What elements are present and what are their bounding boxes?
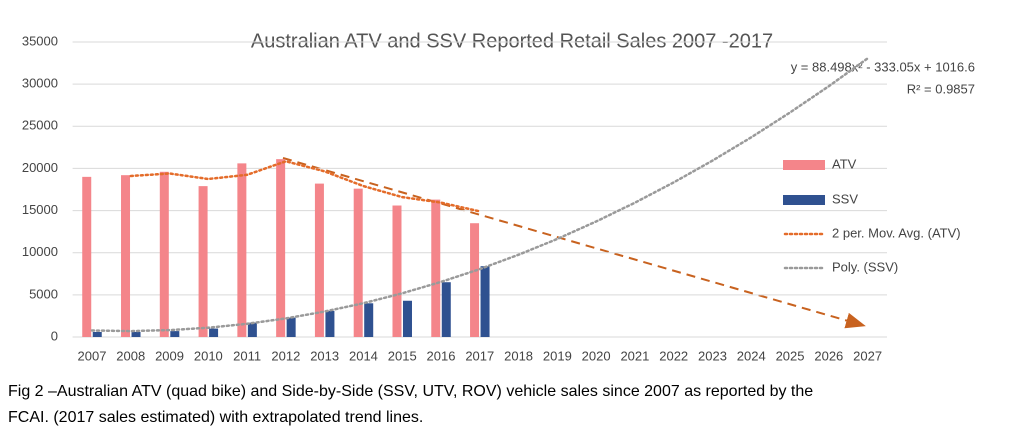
x-tick-label: 2026 [814,348,843,363]
bar [286,317,296,337]
legend-label: 2 per. Mov. Avg. (ATV) [832,225,961,240]
r-squared: R² = 0.9857 [907,81,975,96]
y-tick-label: 25000 [22,118,58,133]
x-tick-label: 2009 [155,348,184,363]
x-tick-label: 2021 [620,348,649,363]
legend-label: Poly. (SSV) [832,259,898,274]
x-tick-label: 2027 [853,348,882,363]
bar [82,176,92,337]
x-tick-label: 2025 [776,348,805,363]
x-tick-label: 2011 [233,348,261,363]
x-tick-label: 2007 [78,348,107,363]
bar [392,205,402,337]
y-tick-label: 35000 [22,33,58,48]
bar [325,310,335,337]
bar [441,282,451,337]
x-tick-label: 2019 [543,348,572,363]
equation: y = 88.498x² - 333.05x + 1016.6 [791,59,975,74]
x-tick-label: 2020 [582,348,611,363]
bar [247,322,257,337]
x-tick-label: 2016 [427,348,456,363]
x-tick-label: 2024 [737,348,766,363]
trend-line [129,159,482,213]
x-tick-label: 2018 [504,348,533,363]
bar [159,171,169,337]
bar [121,175,131,337]
x-tick-label: 2017 [465,348,494,363]
x-tick-label: 2015 [388,348,417,363]
chart-title: Australian ATV and SSV Reported Retail S… [251,30,773,52]
x-tick-label: 2010 [194,348,223,363]
bar [470,223,480,337]
x-tick-label: 2014 [349,348,378,363]
legend-label: ATV [832,156,857,171]
trend-line [90,57,869,333]
x-tick-label: 2012 [271,348,300,363]
y-tick-label: 30000 [22,76,58,91]
bar [198,186,208,337]
caption: FCAI. (2017 sales estimated) with extrap… [8,409,423,426]
x-tick-label: 2013 [310,348,339,363]
y-tick-label: 20000 [22,160,58,175]
trend-arrow [282,157,866,329]
bar [131,331,141,337]
legend-swatch [783,195,825,205]
bar [402,300,412,337]
y-tick-label: 15000 [22,202,58,217]
legend-swatch [783,160,825,170]
x-tick-label: 2008 [116,348,145,363]
bar [431,199,441,337]
bar [209,328,219,337]
caption: Fig 2 –Australian ATV (quad bike) and Si… [8,383,813,400]
bar [276,159,286,337]
y-tick-label: 5000 [29,286,58,301]
x-tick-label: 2022 [659,348,688,363]
bar [480,266,490,337]
x-tick-label: 2023 [698,348,727,363]
legend-label: SSV [832,191,858,206]
bar [314,183,324,337]
bar [92,331,102,337]
y-tick-label: 0 [51,328,58,343]
bar [364,303,374,337]
bar [170,331,180,337]
bar [353,188,363,337]
bar [237,163,247,337]
y-tick-label: 10000 [22,244,58,259]
